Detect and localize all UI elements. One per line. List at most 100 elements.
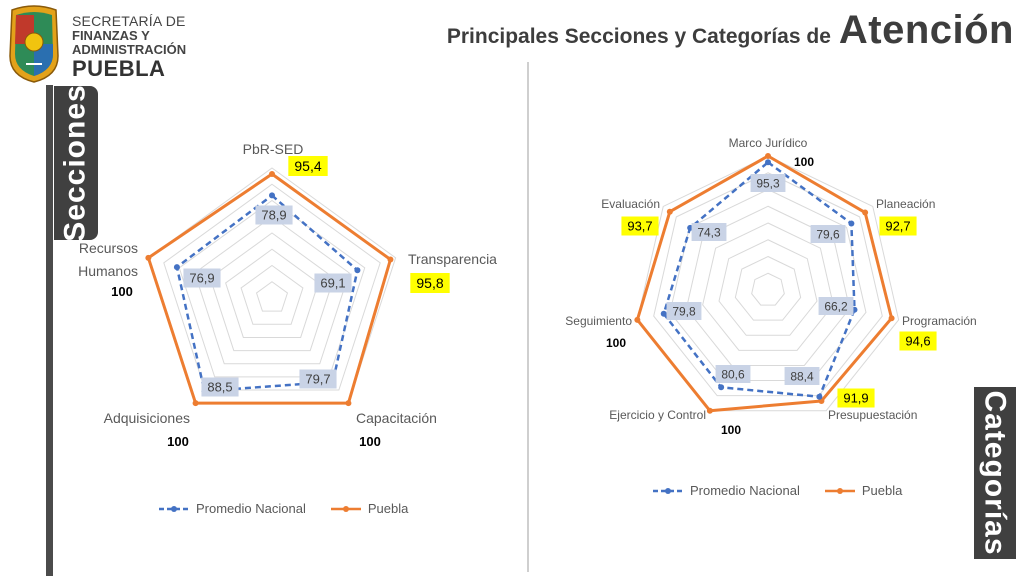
value-label-promedio: 79,7: [305, 372, 330, 387]
value-label-puebla-box: [410, 273, 450, 293]
grid-ring: [225, 248, 319, 338]
value-label-puebla-box: [879, 216, 917, 236]
value-label-puebla: 100: [721, 423, 741, 437]
legend-swatch: [824, 485, 856, 497]
value-label-promedio: 66,2: [824, 299, 848, 313]
category-label: Capacitación: [356, 410, 437, 426]
value-label-puebla-box: [621, 216, 659, 236]
category-label: Presupuestación: [828, 408, 917, 422]
grid-ring: [194, 216, 350, 365]
legend-label: Promedio Nacional: [196, 501, 306, 516]
legend-label: Promedio Nacional: [690, 483, 800, 498]
value-label-puebla-box: [899, 331, 937, 351]
data-point-puebla: [706, 407, 713, 414]
data-point-promedio: [848, 220, 855, 227]
value-label-puebla: 100: [606, 336, 626, 350]
categorias-label: Categorías: [974, 387, 1016, 559]
value-label-promedio: 88,5: [207, 380, 232, 395]
category-label: Ejercicio y Control: [609, 408, 706, 422]
data-point-puebla: [888, 315, 895, 322]
value-label-promedio-box: [691, 223, 727, 241]
value-label-puebla: 91,9: [843, 391, 868, 406]
category-label: Humanos: [78, 263, 138, 279]
organization-name: SECRETARÍA DE FINANZAS Y ADMINISTRACIÓN …: [72, 14, 186, 80]
series-line-promedio: [175, 194, 359, 393]
org-line-2: FINANZAS Y: [72, 28, 150, 43]
data-point-promedio: [765, 159, 771, 166]
legend-label: Puebla: [367, 501, 409, 516]
legend-label: Puebla: [861, 483, 903, 498]
category-label: Transparencia: [408, 251, 497, 267]
secciones-label: Secciones: [54, 84, 98, 242]
series-line-promedio: [662, 161, 856, 398]
value-label-promedio-box: [183, 268, 221, 288]
data-point-promedio: [816, 393, 823, 400]
grid-ring: [702, 222, 834, 351]
category-label: Adquisiciones: [104, 410, 190, 426]
category-label: Seguimiento: [565, 314, 632, 328]
grid-ring: [240, 264, 304, 325]
value-label-puebla-box: [288, 156, 328, 176]
legend-swatch: [330, 503, 362, 515]
value-label-promedio-box: [818, 297, 854, 315]
data-point-puebla: [387, 256, 394, 263]
grid-ring: [636, 155, 900, 412]
grid-ring: [751, 272, 785, 306]
data-point-promedio: [173, 264, 180, 271]
data-point-puebla: [192, 400, 199, 407]
value-label-promedio-box: [255, 205, 293, 225]
value-label-promedio-box: [299, 369, 337, 389]
category-label: PbR-SED: [243, 141, 304, 157]
grid-ring: [255, 281, 289, 312]
grid-ring: [653, 172, 883, 397]
value-label-puebla: 100: [794, 155, 814, 169]
data-point-puebla: [634, 316, 641, 323]
value-label-puebla: 93,7: [627, 219, 652, 234]
grid-ring: [178, 199, 366, 378]
value-label-promedio-box: [784, 367, 820, 385]
value-label-puebla: 94,6: [905, 334, 930, 349]
value-label-puebla-box: [837, 388, 875, 408]
legend-categorias: Promedio Nacional Puebla: [652, 483, 902, 498]
grid-ring: [718, 239, 818, 336]
puebla-coat-of-arms-logo: [6, 4, 62, 84]
value-label-promedio: 74,3: [697, 225, 721, 239]
value-label-promedio: 80,6: [721, 367, 745, 381]
value-label-puebla: 92,7: [885, 219, 910, 234]
value-label-puebla: 95,4: [294, 158, 321, 174]
chart-divider: [527, 62, 529, 572]
grid-ring: [734, 255, 802, 321]
value-label-promedio: 78,9: [261, 208, 286, 223]
page-title: Principales Secciones y Categorías de At…: [447, 8, 1014, 53]
value-label-promedio-box: [715, 365, 751, 383]
legend-swatch: [158, 503, 190, 515]
value-label-promedio: 95,3: [756, 176, 780, 190]
value-label-puebla: 100: [167, 434, 189, 449]
page-title-part2: Atención: [838, 8, 1014, 52]
data-point-promedio: [354, 267, 361, 274]
value-label-puebla: 95,8: [416, 275, 443, 291]
page-title-part1: Principales Secciones y Categorías de: [446, 25, 831, 48]
value-label-promedio: 79,8: [672, 304, 696, 318]
value-label-puebla: 100: [359, 434, 381, 449]
data-point-promedio: [660, 310, 667, 317]
data-point-promedio: [269, 192, 275, 199]
legend-secciones: Promedio Nacional Puebla: [158, 501, 408, 516]
series-line-puebla: [635, 154, 894, 413]
org-line-4: PUEBLA: [72, 56, 166, 81]
category-label: Recursos: [79, 240, 138, 256]
grid-ring: [685, 205, 851, 366]
value-label-promedio-box: [666, 302, 702, 320]
data-point-puebla: [145, 254, 152, 261]
category-label: Planeación: [876, 197, 935, 211]
value-label-promedio-box: [810, 225, 846, 243]
category-label: Marco Jurídico: [729, 136, 808, 150]
org-line-1: SECRETARÍA DE: [72, 13, 186, 29]
org-line-3: ADMINISTRACIÓN: [72, 42, 187, 57]
category-label: Programación: [902, 314, 977, 328]
category-label: Evaluación: [601, 197, 660, 211]
data-point-promedio: [718, 384, 725, 391]
value-label-promedio: 76,9: [189, 271, 214, 286]
value-label-promedio-box: [314, 273, 352, 293]
